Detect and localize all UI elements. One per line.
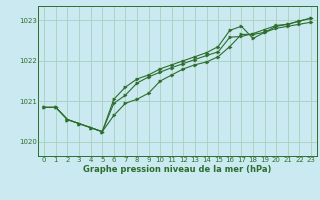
X-axis label: Graphe pression niveau de la mer (hPa): Graphe pression niveau de la mer (hPa): [84, 165, 272, 174]
